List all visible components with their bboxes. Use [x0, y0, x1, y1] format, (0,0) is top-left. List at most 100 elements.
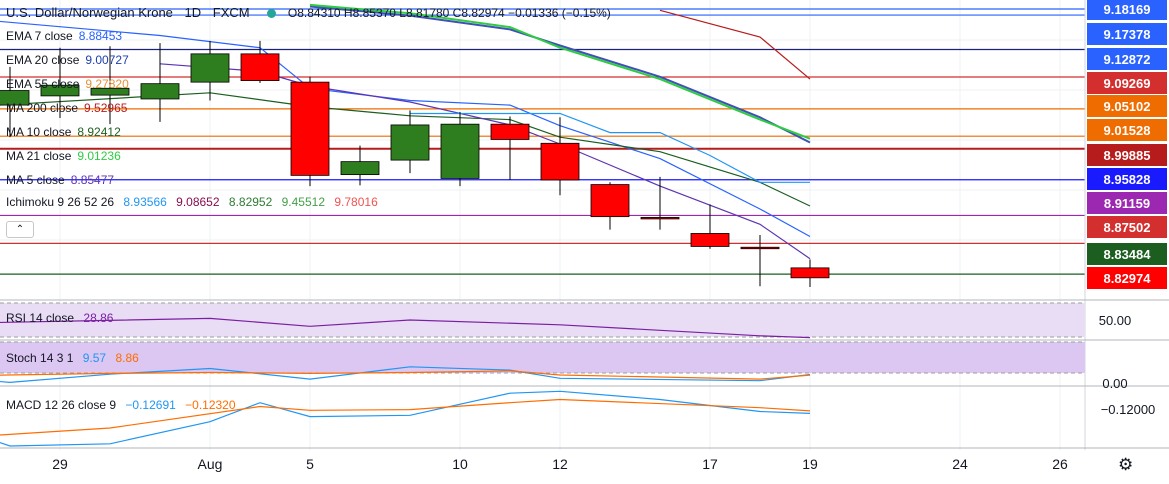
stoch-legend[interactable]: Stoch 14 3 1 9.57 8.86 — [6, 351, 139, 365]
candle — [440, 111, 480, 187]
candle — [140, 43, 180, 122]
price-label-bg — [1087, 216, 1167, 238]
price-label-bg — [1087, 0, 1167, 20]
price-label: 8.95828 — [1087, 168, 1167, 190]
price-label-text: 9.01528 — [1104, 123, 1151, 138]
market-status-icon — [267, 9, 277, 19]
ichimoku-value-5: 9.78016 — [334, 195, 378, 209]
price-label-bg — [1087, 192, 1167, 214]
ichimoku-value-3: 8.82952 — [228, 195, 273, 209]
time-axis-tick: 24 — [952, 456, 968, 472]
candle-body — [440, 123, 480, 179]
candle — [90, 46, 130, 125]
candle — [40, 47, 80, 119]
ohlc-values: O8.84310 H8.85370 L8.81780 C8.82974 −0.0… — [287, 6, 611, 20]
symbol-name: U.S. Dollar/Norwegian Krone — [6, 5, 173, 20]
indicator-value: 8.88453 — [78, 29, 123, 43]
candle-body — [790, 267, 830, 279]
candle — [690, 204, 730, 249]
indicator-legend-5[interactable]: MA 10 close 8.92412 — [6, 125, 121, 139]
ichimoku-legend[interactable]: Ichimoku 9 26 52 26 8.93566 9.08652 8.82… — [6, 195, 378, 209]
indicator-label: EMA 55 close — [6, 77, 80, 91]
rsi-band — [0, 303, 1085, 337]
price-label-text: 9.12872 — [1104, 52, 1151, 67]
candle — [390, 110, 430, 174]
candle-body — [640, 217, 680, 220]
price-label: 9.12872 — [1087, 48, 1167, 70]
indicator-legend-3[interactable]: EMA 55 close 9.27820 — [6, 77, 129, 91]
price-label-text: 8.87502 — [1104, 220, 1151, 235]
price-label-text: 9.05102 — [1104, 99, 1151, 114]
candle — [790, 259, 830, 287]
indicator-value: 8.85477 — [70, 173, 115, 187]
candle-body — [690, 233, 730, 247]
interval-label[interactable]: 1D — [184, 5, 202, 20]
candle-body — [390, 124, 430, 161]
ma-line-ma-200 — [659, 9, 811, 80]
indicator-label: EMA 20 close — [6, 53, 80, 67]
indicator-legend-6[interactable]: MA 21 close 9.01236 — [6, 149, 121, 163]
macd-signal-value: −0.12320 — [185, 398, 236, 412]
chart-title: U.S. Dollar/Norwegian Krone 1D FXCM O8.8… — [6, 5, 611, 20]
candle — [290, 76, 330, 187]
rsi-legend[interactable]: RSI 14 close 28.86 — [6, 311, 113, 325]
gear-icon[interactable]: ⚙ — [1118, 455, 1134, 474]
candle — [190, 40, 230, 101]
rsi-axis-tick: 50.00 — [1099, 313, 1132, 328]
ichimoku-value-1: 8.93566 — [123, 195, 167, 209]
indicator-value: 9.00727 — [85, 53, 129, 67]
price-label-bg — [1087, 144, 1167, 166]
candle — [240, 40, 280, 83]
indicator-legend-2[interactable]: EMA 20 close 9.00727 — [6, 53, 129, 67]
time-axis-tick: 5 — [306, 456, 314, 472]
ichimoku-label: Ichimoku 9 26 52 26 — [6, 195, 115, 209]
price-label: 9.05102 — [1087, 95, 1167, 117]
indicator-label: MA 10 close — [6, 125, 72, 139]
time-axis-tick: 26 — [1052, 456, 1068, 472]
candle-body — [140, 83, 180, 100]
price-label-bg — [1087, 119, 1167, 141]
price-label-bg — [1087, 23, 1167, 45]
price-label-bg — [1087, 267, 1167, 289]
time-axis-tick: 19 — [802, 456, 818, 472]
price-label-text: 9.09269 — [1104, 76, 1151, 91]
indicator-value: 9.52965 — [84, 101, 128, 115]
indicator-legend-7[interactable]: MA 5 close 8.85477 — [6, 173, 114, 187]
macd-legend[interactable]: MACD 12 26 close 9 −0.12691 −0.12320 — [6, 398, 236, 412]
chevron-up-icon: ⌃ — [15, 224, 25, 235]
price-label: 9.01528 — [1087, 119, 1167, 141]
price-label: 8.99885 — [1087, 144, 1167, 166]
price-label-text: 8.95828 — [1104, 172, 1151, 187]
candle-body — [190, 53, 230, 83]
time-axis-tick: Aug — [198, 456, 223, 472]
candle-body — [90, 87, 130, 96]
price-label-text: 9.18169 — [1104, 2, 1151, 17]
stoch-label: Stoch 14 3 1 — [6, 351, 74, 365]
rsi-label: RSI 14 close — [6, 311, 75, 325]
candle — [0, 66, 30, 138]
indicator-label: EMA 7 close — [6, 29, 73, 43]
indicator-legend-1[interactable]: EMA 7 close 8.88453 — [6, 29, 122, 43]
rsi-line — [0, 317, 811, 339]
indicator-value: 9.01236 — [77, 149, 121, 163]
ma-line-ichimoku-base — [410, 112, 810, 183]
price-label: 8.87502 — [1087, 216, 1167, 238]
time-axis-tick: 29 — [52, 456, 68, 472]
rsi-value: 28.86 — [83, 311, 114, 325]
indicator-value: 9.27820 — [85, 77, 129, 91]
grid-lines — [0, 0, 1085, 450]
candle — [740, 234, 780, 287]
candle-body — [740, 246, 780, 250]
indicator-legend-4[interactable]: MA 200 close 9.52965 — [6, 101, 127, 115]
price-label: 9.17378 — [1087, 23, 1167, 45]
price-label: 8.91159 — [1087, 192, 1167, 214]
stoch-axis-tick: 0.00 — [1102, 376, 1127, 391]
ichimoku-value-4: 9.45512 — [281, 195, 326, 209]
collapse-legend-button[interactable]: ⌃ — [6, 221, 34, 238]
stoch-k-value: 9.57 — [82, 351, 107, 365]
price-label-text: 8.91159 — [1104, 196, 1150, 211]
ma-line-ma-21 — [309, 3, 811, 140]
candle-body — [540, 142, 580, 181]
price-label-text: 8.99885 — [1104, 148, 1151, 163]
